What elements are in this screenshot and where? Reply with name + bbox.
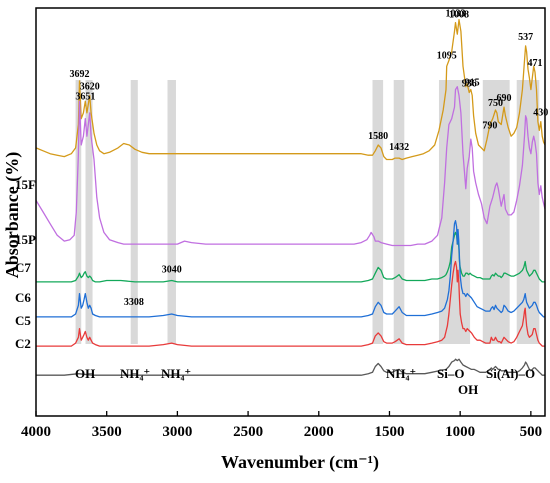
x-tick-label-1500: 1500 [374,424,404,440]
peak-label-936: 936 [462,79,477,90]
series-label-C2: C2 [15,336,31,351]
peak-label-1008: 1008 [449,10,469,21]
series-label-15F: 15F [15,177,36,192]
band-7 [482,80,510,344]
band-label-nh4-3308: NH₄⁺ [120,366,150,381]
plot-frame [35,7,546,417]
band-label-si-o: Si–O [437,366,464,381]
series-line-15f [35,19,546,161]
series-line-15p [35,86,546,247]
x-tick-label-4000: 4000 [21,424,51,440]
band-label-oh: OH [75,366,95,381]
x-tick-label-500: 500 [520,424,543,440]
band-3 [167,80,176,344]
peak-label-3308: 3308 [124,297,144,308]
band-label-nh4-1432: NH₄⁺ [386,366,416,381]
peak-label-430: 430 [533,108,548,119]
peak-label-1580: 1580 [368,131,388,142]
series-line-c2 [36,358,545,376]
peak-label-750: 750 [488,98,503,109]
peak-label-690: 690 [496,93,511,104]
series-label-C7: C7 [15,260,31,275]
peak-label-1095: 1095 [437,50,457,61]
peak-label-790: 790 [482,121,497,132]
band-label-si-al-o: Si(Al)–O [486,366,535,381]
peak-label-1432: 1432 [389,142,409,153]
peak-label-915: 915 [465,77,480,88]
bands-layer [75,80,540,344]
band-0 [75,80,82,344]
band-2 [130,80,138,344]
x-tick-label-3500: 3500 [92,424,122,440]
band-1 [85,80,93,344]
band-label-nh4-3040: NH₄⁺ [161,366,191,381]
x-tick-label-2500: 2500 [233,424,263,440]
band-label-oh-bending: OH [458,382,478,397]
series-label-C6: C6 [15,290,31,305]
peak-label-3692: 3692 [70,69,90,80]
series-line-c6 [36,220,545,318]
peak-label-3040: 3040 [162,264,182,275]
x-tick-label-1000: 1000 [445,424,475,440]
series-label-15P: 15P [15,232,36,247]
peak-label-3651: 3651 [75,91,95,102]
lines-layer [35,19,546,376]
series-label-C5: C5 [15,313,31,328]
band-6 [438,80,471,344]
band-5 [393,80,405,344]
peak-label-537: 537 [518,32,533,43]
series-line-c7 [36,231,545,283]
peak-label-471: 471 [527,58,542,69]
peak-label-1033: 1033 [446,9,466,20]
y-axis-title: Absorbance (%) [2,152,23,279]
x-tick-label-2000: 2000 [304,424,334,440]
peak-label-3620: 3620 [80,81,100,92]
x-ticks: 4000 3500 3000 2500 2000 1500 1000 500 [21,411,542,440]
band-4 [372,80,384,344]
x-axis-title: Wavenumber (cm⁻¹) [221,452,379,473]
band-8 [516,80,540,344]
series-line-c5 [36,260,545,347]
x-tick-label-3000: 3000 [162,424,192,440]
